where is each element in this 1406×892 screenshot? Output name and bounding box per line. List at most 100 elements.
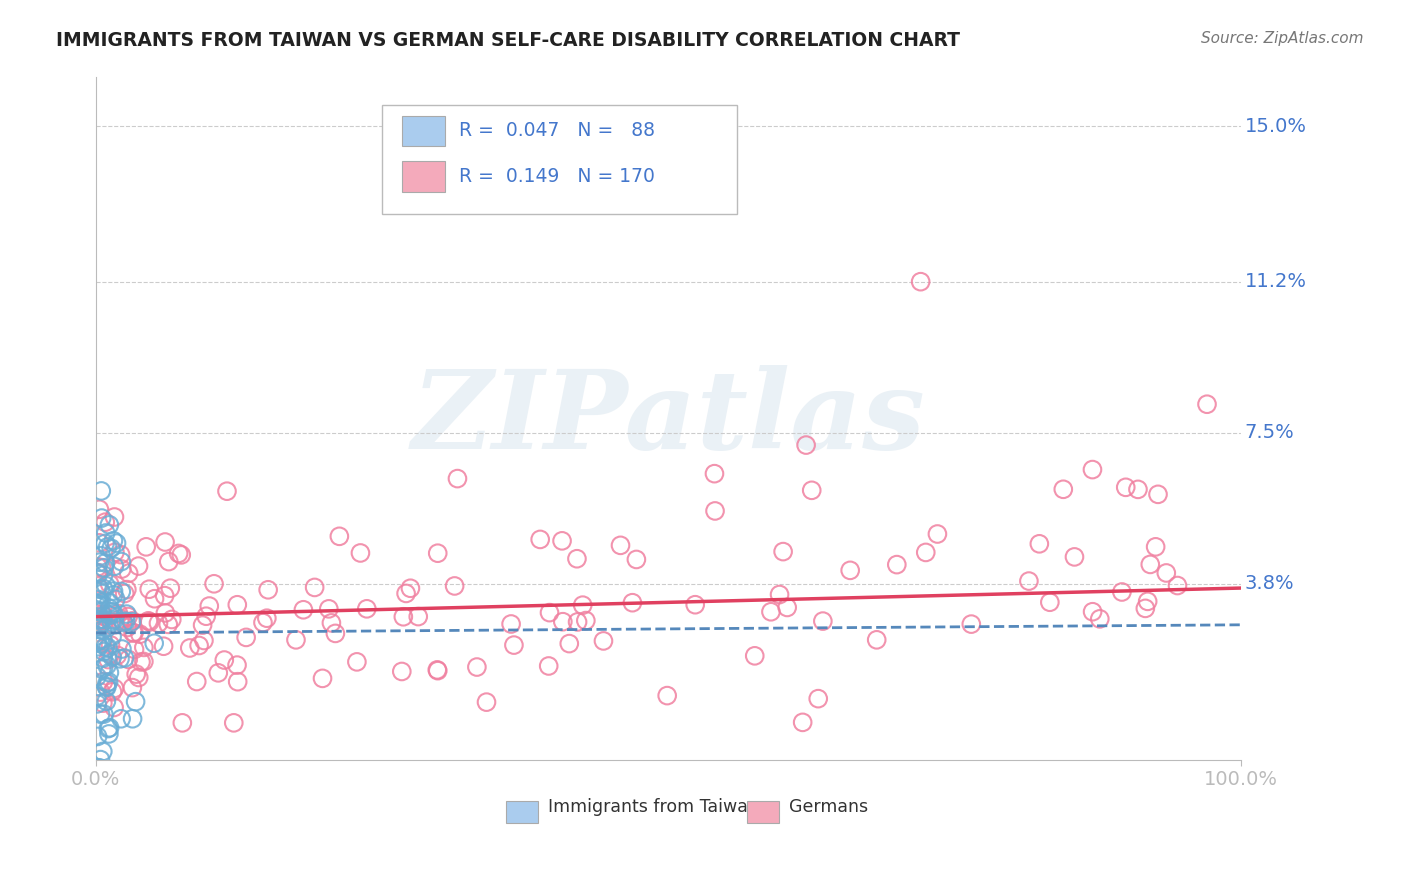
Point (93, 561, 115, 575)
Point (193, 633, 215, 648)
Point (1195, 397, 1218, 411)
Point (703, 467, 725, 481)
Point (1088, 612, 1111, 626)
Point (537, 659, 560, 673)
Point (86, 697, 108, 711)
Point (90, 560, 112, 574)
Bar (402, 116, 446, 146)
Point (1115, 480, 1137, 494)
Point (311, 672, 333, 686)
Point (90, 662, 112, 676)
Point (108, 652, 131, 666)
Point (98, 601, 121, 615)
Point (93, 707, 115, 722)
Point (567, 615, 589, 629)
Point (110, 584, 132, 599)
Point (96, 694, 118, 708)
Point (1126, 483, 1149, 497)
Point (103, 533, 125, 548)
Point (96, 681, 118, 695)
Point (90, 636, 112, 650)
Point (121, 614, 143, 628)
Point (128, 559, 150, 574)
Point (111, 562, 134, 576)
Point (117, 652, 139, 666)
Point (501, 617, 523, 632)
Text: ZIPatlas: ZIPatlas (412, 365, 925, 472)
Point (104, 545, 127, 559)
Point (98, 577, 121, 591)
Point (100, 541, 122, 556)
Point (1139, 558, 1161, 572)
Point (551, 533, 574, 548)
Point (86, 604, 108, 618)
Point (807, 691, 830, 706)
Point (198, 599, 221, 613)
Point (94, 556, 117, 570)
Point (110, 548, 132, 562)
Point (98, 517, 121, 532)
Point (111, 642, 134, 657)
Point (188, 639, 211, 653)
Point (571, 598, 593, 612)
Point (744, 648, 766, 663)
Point (96, 680, 118, 694)
Point (551, 615, 574, 629)
Point (759, 605, 782, 619)
Point (94, 515, 117, 529)
Point (214, 653, 236, 667)
Point (117, 609, 139, 624)
Point (90, 612, 112, 626)
Point (87, 592, 110, 607)
Point (93, 609, 115, 624)
Point (91, 612, 114, 626)
Point (207, 665, 229, 680)
Bar (506, 801, 538, 823)
Point (592, 634, 614, 648)
Point (446, 472, 468, 486)
Point (160, 612, 183, 626)
Point (86, 625, 108, 640)
Point (91, 632, 114, 647)
Point (87, 579, 110, 593)
Point (110, 712, 132, 726)
Point (626, 552, 648, 566)
Point (89, 582, 111, 596)
Point (426, 663, 449, 677)
Point (395, 586, 418, 600)
Point (108, 615, 131, 629)
Point (148, 616, 170, 631)
Point (91, 651, 114, 665)
Point (179, 640, 201, 655)
Point (346, 655, 368, 669)
Point (94, 579, 117, 593)
Point (1081, 462, 1104, 476)
Point (98, 647, 121, 661)
Point (115, 620, 138, 634)
Point (285, 632, 308, 647)
FancyBboxPatch shape (382, 104, 737, 214)
Point (328, 529, 350, 543)
Point (100, 615, 122, 629)
Point (132, 655, 155, 669)
Point (86, 670, 108, 684)
Point (128, 671, 150, 685)
Text: R =  0.149   N = 170: R = 0.149 N = 170 (458, 167, 655, 186)
Point (89, 633, 111, 648)
Point (1111, 585, 1133, 599)
Point (1135, 601, 1157, 615)
Point (475, 695, 498, 709)
Point (235, 631, 257, 645)
Point (1156, 566, 1178, 580)
Point (426, 546, 449, 560)
Point (104, 592, 127, 607)
Point (86, 599, 108, 614)
Point (226, 598, 249, 612)
Point (155, 606, 177, 620)
Point (153, 535, 176, 549)
Point (122, 625, 145, 640)
Point (1144, 540, 1167, 554)
Point (172, 715, 194, 730)
Point (103, 588, 125, 602)
Text: Source: ZipAtlas.com: Source: ZipAtlas.com (1201, 31, 1364, 46)
